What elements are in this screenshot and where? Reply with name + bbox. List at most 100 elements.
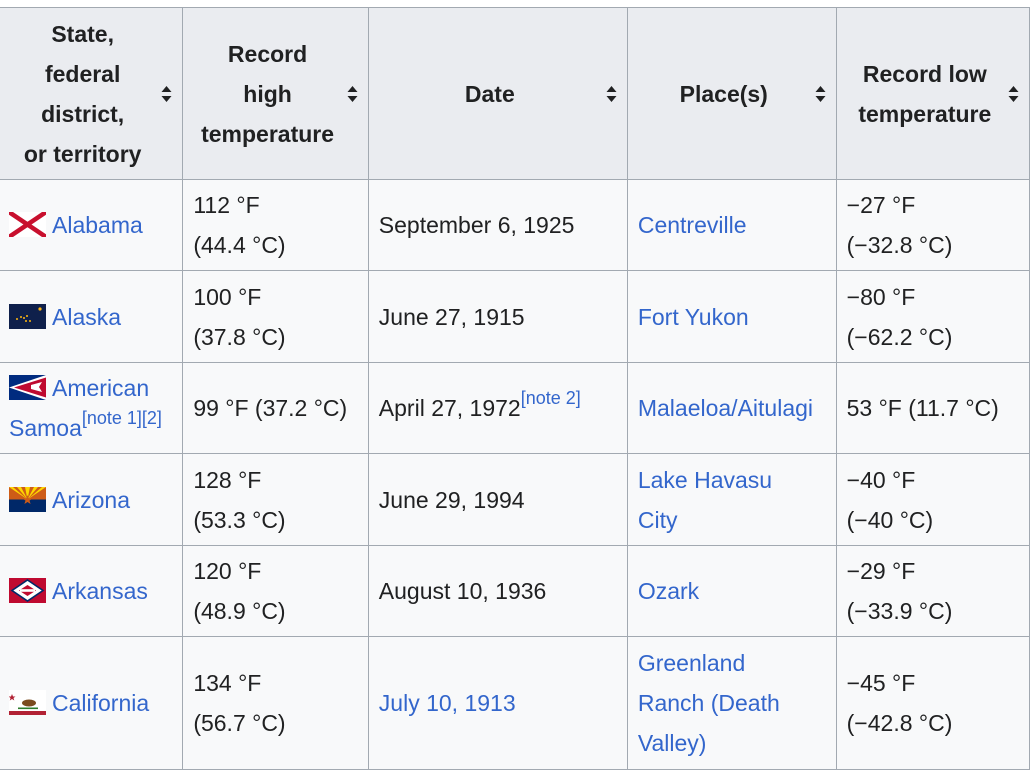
place-link[interactable]: Greenland Ranch (Death Valley) <box>638 650 780 756</box>
record-high-cell: 128 °F (53.3 °C) <box>182 453 369 546</box>
record-high-c: (44.4 °C) <box>193 232 286 258</box>
american-samoa-flag-icon <box>9 375 46 400</box>
state-link[interactable]: California <box>52 690 150 716</box>
place-cell: Ozark <box>626 545 837 637</box>
place-link-line: Greenland <box>637 650 746 676</box>
record-low-cell: −40 °F (−40 °C) <box>835 453 1031 546</box>
sort-icon[interactable] <box>606 85 617 103</box>
state-cell: Alaska <box>0 270 184 363</box>
record-low-cell: 53 °F (11.7 °C) <box>835 362 1031 454</box>
date-text: April 27, 1972 <box>378 395 521 421</box>
record-high-cell: 100 °F (37.8 °C) <box>182 270 369 363</box>
state-cell: Arizona <box>0 453 184 546</box>
sort-icon[interactable] <box>815 85 826 103</box>
header-row: State, federal district, or territory Re… <box>0 7 1031 180</box>
date-link[interactable]: July 10, 1913 <box>378 690 516 716</box>
header-record-high-line: high <box>243 80 292 107</box>
record-low-cell: −80 °F (−62.2 °C) <box>835 270 1031 363</box>
place-link-line: City <box>637 506 678 533</box>
record-high-c: (53.3 °C) <box>193 506 286 533</box>
state-link-line: American <box>52 375 150 401</box>
place-cell: Malaeloa/Aitulagi <box>626 362 837 454</box>
place-cell: Greenland Ranch (Death Valley) <box>626 636 837 770</box>
state-cell: American Samoa[note 1][2] <box>0 362 184 454</box>
header-state-line: State, <box>51 20 114 47</box>
record-low-cell: −27 °F (−32.8 °C) <box>835 179 1031 271</box>
place-link[interactable]: Centreville <box>637 212 747 238</box>
record-low-f: −40 °F <box>846 466 916 493</box>
header-record-high[interactable]: Record high temperature <box>182 7 369 180</box>
place-link-line: Valley) <box>637 730 707 756</box>
table-row: Arkansas 120 °F (48.9 °C) August 10, 1936… <box>0 545 1031 637</box>
record-low-c: (−40 °C) <box>846 506 934 533</box>
record-high-cell: 99 °F (37.2 °C) <box>182 362 369 454</box>
record-high-cell: 112 °F (44.4 °C) <box>182 179 369 271</box>
note-reference[interactable]: [note 1][2] <box>81 408 162 428</box>
state-link[interactable]: Alabama <box>52 212 143 238</box>
record-high-f: 112 °F <box>193 192 260 218</box>
state-link[interactable]: American Samoa <box>9 375 149 441</box>
date-cell: September 6, 1925 <box>367 179 628 271</box>
place-link[interactable]: Fort Yukon <box>637 303 749 330</box>
note-reference[interactable]: [note 2] <box>520 388 581 408</box>
header-record-low[interactable]: Record low temperature <box>835 7 1031 180</box>
header-date-label: Date <box>464 80 515 107</box>
sort-icon[interactable] <box>1008 85 1019 103</box>
california-flag-icon <box>9 690 46 715</box>
state-cell: California <box>0 636 184 770</box>
header-record-low-line: temperature <box>858 100 992 127</box>
record-high-c: (37.8 °C) <box>193 323 286 350</box>
record-high-cell: 120 °F (48.9 °C) <box>182 545 369 637</box>
temperature-records-table: State, federal district, or territory Re… <box>0 7 1031 770</box>
table-row: Alaska 100 °F (37.8 °C) June 27, 1915 For… <box>0 270 1031 363</box>
header-state[interactable]: State, federal district, or territory <box>0 7 184 180</box>
record-high-f: 120 °F <box>193 558 262 584</box>
table-row: American Samoa[note 1][2] 99 °F (37.2 °C)… <box>0 362 1031 454</box>
state-cell: Arkansas <box>0 545 184 637</box>
table-row: California 134 °F (56.7 °C) July 10, 1913… <box>0 636 1031 770</box>
header-record-high-line: Record <box>227 40 308 67</box>
alaska-flag-icon <box>9 303 46 329</box>
state-link[interactable]: Alaska <box>52 303 122 330</box>
state-link-line: Samoa <box>9 415 82 441</box>
date-cell: June 27, 1915 <box>367 270 628 363</box>
alabama-flag-icon <box>9 212 46 237</box>
date-cell: April 27, 1972[note 2] <box>367 362 628 454</box>
sort-icon[interactable] <box>161 85 172 103</box>
header-date[interactable]: Date <box>367 7 628 180</box>
record-low-c: (−62.2 °C) <box>846 323 953 350</box>
record-low-cell: −45 °F (−42.8 °C) <box>835 636 1031 770</box>
header-places[interactable]: Place(s) <box>626 7 837 180</box>
state-link[interactable]: Arizona <box>52 486 130 513</box>
header-places-label: Place(s) <box>679 80 768 107</box>
arkansas-flag-icon <box>9 578 46 603</box>
place-cell: Centreville <box>626 179 837 271</box>
state-cell: Alabama <box>0 179 184 271</box>
record-low-c: (−33.9 °C) <box>846 598 953 624</box>
sort-icon[interactable] <box>347 85 358 103</box>
header-state-line: district, <box>41 100 125 127</box>
record-low-c: (−32.8 °C) <box>846 232 953 258</box>
place-cell: Lake Havasu City <box>626 453 837 546</box>
table-row: Alabama 112 °F (44.4 °C) September 6, 192… <box>0 179 1031 271</box>
place-link[interactable]: Malaeloa/Aitulagi <box>637 395 814 421</box>
place-link[interactable]: Ozark <box>637 578 700 604</box>
header-record-high-line: temperature <box>201 120 335 147</box>
record-high-c: (56.7 °C) <box>193 710 286 736</box>
header-record-low-line: Record low <box>862 60 987 87</box>
header-state-line: federal <box>44 60 121 87</box>
arizona-flag-icon <box>9 486 46 512</box>
place-link[interactable]: Lake Havasu City <box>638 467 772 533</box>
record-high-f: 134 °F <box>193 670 262 696</box>
record-high-f: 100 °F <box>193 283 262 310</box>
state-link[interactable]: Arkansas <box>52 578 148 604</box>
record-low-c: (−42.8 °C) <box>846 710 953 736</box>
header-state-line: or territory <box>23 140 142 167</box>
date-cell: July 10, 1913 <box>367 636 628 770</box>
date-cell: June 29, 1994 <box>367 453 628 546</box>
record-low-f: −27 °F <box>846 192 916 218</box>
record-high-cell: 134 °F (56.7 °C) <box>182 636 369 770</box>
date-cell: August 10, 1936 <box>367 545 628 637</box>
table-row: Arizona 128 °F (53.3 °C) June 29, 1994 La… <box>0 453 1031 546</box>
